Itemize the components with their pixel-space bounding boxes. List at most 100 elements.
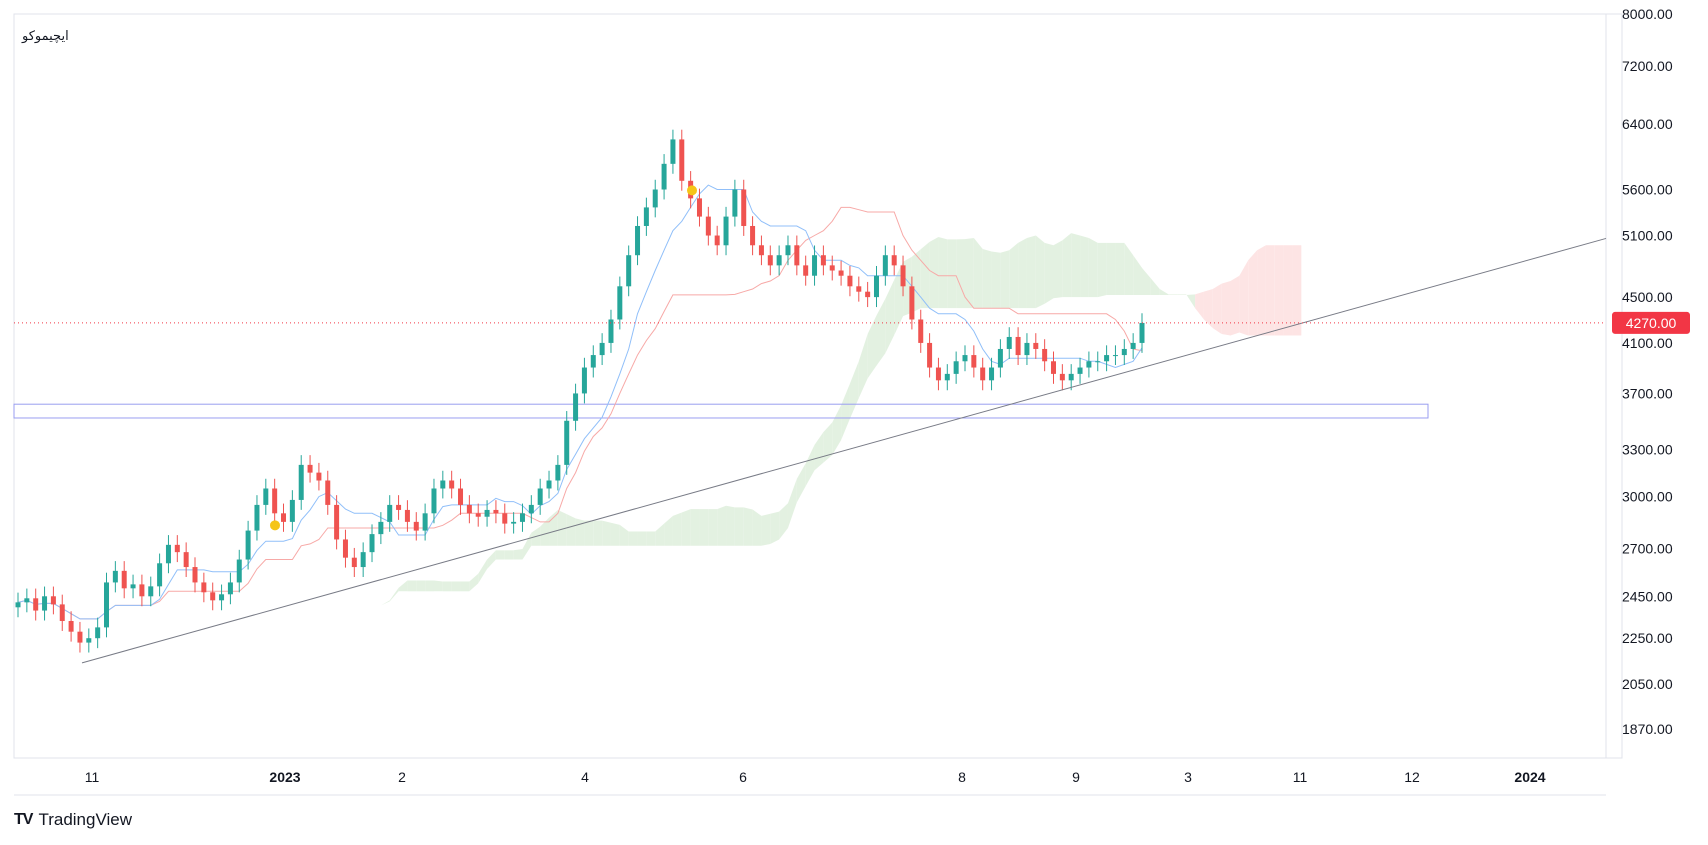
candle-body: [997, 348, 1003, 368]
plot-border: [13, 13, 1623, 759]
support-zone-rectangle[interactable]: [13, 403, 1429, 419]
candle-body: [458, 488, 464, 505]
candle-body: [812, 255, 818, 276]
candle-body: [944, 373, 950, 381]
y-tick-label: 2050.00: [1622, 676, 1673, 692]
ichimoku-cloud-segment: [628, 531, 638, 546]
candle-body: [104, 582, 110, 628]
candle-body: [502, 513, 508, 524]
candle-body: [909, 286, 915, 320]
candle-body: [528, 504, 534, 514]
ichimoku-cloud-segment: [1026, 235, 1036, 309]
ichimoku-cloud-segment: [540, 517, 550, 546]
ichimoku-cloud-segment: [752, 509, 762, 546]
ichimoku-cloud-segment: [1071, 233, 1081, 298]
ichimoku-cloud-segment: [964, 237, 974, 309]
y-tick-label: 4500.00: [1622, 289, 1673, 305]
ichimoku-cloud-segment: [619, 524, 629, 546]
ichimoku-cloud-segment: [1035, 235, 1045, 309]
ichimoku-cloud-segment: [610, 522, 620, 546]
candle-body: [77, 631, 83, 643]
x-tick-label: 11: [1293, 769, 1308, 785]
candle-body: [360, 552, 366, 568]
ichimoku-cloud-segment: [1177, 294, 1187, 295]
ichimoku-cloud-segment: [637, 531, 647, 546]
candle-body: [50, 596, 56, 605]
candle-body: [236, 559, 242, 583]
candle-body: [281, 513, 287, 522]
ichimoku-cloud-segment: [832, 405, 842, 455]
candle-body: [980, 367, 986, 381]
ichimoku-cloud-segment: [1062, 233, 1072, 298]
tenkan-sen-line: [17, 184, 1143, 620]
chart-area[interactable]: 8000.00 7200.00 6400.00 5600.00 5100.00 4500.…: [0, 0, 1708, 800]
ichimoku-cloud-segment: [1080, 235, 1089, 298]
ichimoku-cloud-segment: [1265, 245, 1275, 336]
x-tick-label: 11: [85, 769, 100, 785]
candle-body: [750, 225, 756, 246]
candle-body: [227, 582, 233, 595]
x-tick-label: 3: [1184, 769, 1192, 785]
ichimoku-cloud-segment: [708, 509, 718, 546]
x-tick-label: 4: [581, 769, 589, 785]
ichimoku-cloud-segment: [991, 251, 1001, 309]
ichimoku-cloud-segment: [1106, 242, 1116, 295]
ichimoku-cloud-segment: [549, 509, 558, 546]
candle-body: [201, 582, 207, 593]
ichimoku-cloud-segment: [1283, 245, 1293, 336]
ichimoku-cloud-segment: [1133, 255, 1142, 295]
ichimoku-cloud-segment: [292, 608, 302, 614]
ascending-trendline[interactable]: [81, 237, 1607, 664]
candle-body: [148, 586, 154, 597]
candle-body: [466, 504, 472, 514]
price-chart[interactable]: 8000.00 7200.00 6400.00 5600.00 5100.00 4500.…: [0, 0, 1708, 800]
candle-body: [564, 420, 570, 465]
y-tick-label: 2450.00: [1622, 588, 1673, 604]
candle-body: [484, 509, 490, 517]
ichimoku-cloud-segment: [451, 581, 461, 592]
candle-body: [723, 216, 729, 246]
ichimoku-cloud-segment: [389, 587, 399, 602]
ichimoku-cloud-segment: [336, 605, 346, 612]
ichimoku-cloud-segment: [416, 580, 426, 592]
ichimoku-cloud-segment: [1009, 242, 1019, 309]
ichimoku-cloud-segment: [442, 581, 452, 592]
ichimoku-cloud-segment: [575, 518, 585, 546]
signal-marker: [270, 520, 280, 531]
y-tick-label: 2700.00: [1622, 540, 1673, 556]
ichimoku-cloud-segment: [1186, 294, 1196, 309]
x-tick-label: 6: [739, 769, 747, 785]
candle-body: [865, 291, 871, 298]
candle-body: [174, 544, 180, 553]
candle-body: [732, 189, 738, 217]
candle-body: [68, 621, 74, 632]
candle-body: [387, 504, 393, 522]
candle-body: [210, 592, 216, 601]
candle-body: [1059, 373, 1065, 381]
candle-body: [289, 499, 295, 522]
ichimoku-cloud-segment: [956, 239, 965, 309]
ichimoku-cloud-segment: [885, 279, 895, 354]
candle-body: [15, 602, 21, 608]
candle-body: [705, 216, 711, 236]
candle-body: [794, 245, 800, 266]
ichimoku-cloud-segment: [265, 603, 275, 605]
candle-body: [263, 488, 269, 505]
ichimoku-cloud-segment: [602, 520, 611, 546]
ichimoku-cloud-segment: [982, 248, 992, 309]
candle-body: [1077, 367, 1083, 374]
tradingview-brand[interactable]: TV TradingView: [14, 810, 132, 830]
ichimoku-cloud-segment: [1257, 245, 1266, 336]
y-tick-label: 8000.00: [1622, 6, 1673, 22]
ichimoku-cloud-segment: [849, 361, 859, 419]
candle-body: [856, 286, 862, 292]
candle-body: [767, 255, 773, 266]
candle-body: [1121, 348, 1127, 356]
candle-body: [334, 504, 340, 540]
ichimoku-cloud-segment: [717, 505, 727, 546]
candle-body: [635, 225, 641, 256]
ichimoku-cloud-segment: [1150, 278, 1160, 295]
candle-body: [891, 255, 897, 266]
candle-body: [803, 265, 809, 276]
y-tick-label: 6400.00: [1622, 116, 1673, 132]
